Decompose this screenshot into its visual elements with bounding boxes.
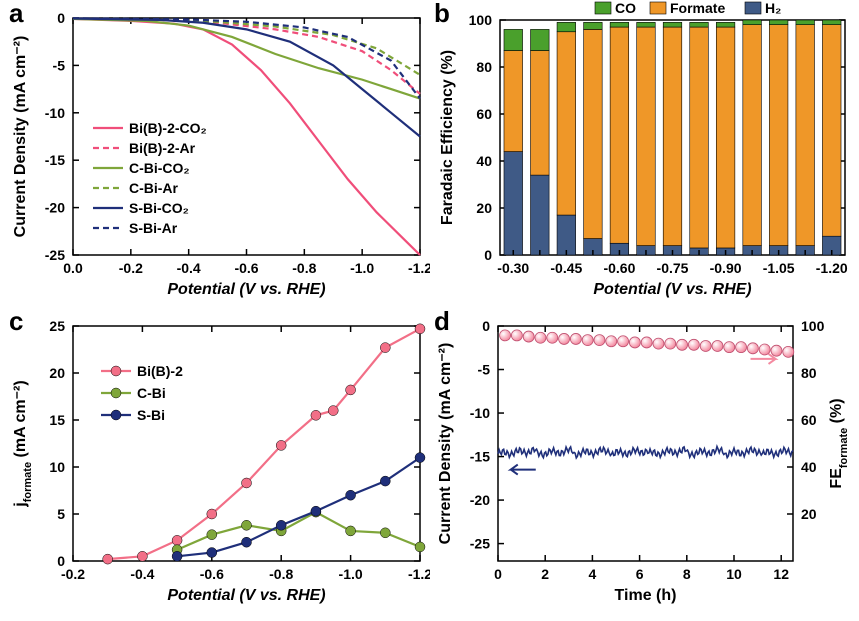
svg-text:-0.4: -0.4 (177, 260, 201, 276)
svg-text:Potential (V vs. RHE): Potential (V vs. RHE) (167, 281, 325, 298)
svg-text:40: 40 (801, 459, 817, 475)
svg-text:20: 20 (476, 200, 492, 216)
svg-text:-20: -20 (45, 200, 65, 216)
svg-text:-1.05: -1.05 (763, 260, 795, 276)
svg-text:S-Bi-Ar: S-Bi-Ar (129, 220, 178, 236)
svg-text:C-Bi-CO₂: C-Bi-CO₂ (129, 160, 190, 176)
svg-text:Potential (V vs. RHE): Potential (V vs. RHE) (167, 587, 325, 604)
svg-text:0: 0 (57, 10, 65, 26)
svg-text:Time (h): Time (h) (615, 587, 677, 604)
svg-text:-1.2: -1.2 (408, 260, 430, 276)
svg-text:-25: -25 (45, 247, 65, 263)
svg-text:Faradaic Efficiency (%): Faradaic Efficiency (%) (439, 50, 456, 225)
svg-text:80: 80 (801, 365, 817, 381)
svg-text:jformate (mA cm⁻²): jformate (mA cm⁻²) (12, 380, 34, 507)
svg-text:Current Density (mA cm⁻²): Current Density (mA cm⁻²) (12, 36, 29, 238)
svg-text:6: 6 (636, 566, 644, 582)
svg-text:25: 25 (49, 318, 65, 334)
svg-text:H₂: H₂ (765, 0, 781, 16)
svg-text:10: 10 (726, 566, 742, 582)
svg-text:S-Bi-CO₂: S-Bi-CO₂ (129, 200, 189, 216)
svg-text:CO: CO (615, 0, 636, 16)
svg-text:100: 100 (801, 318, 825, 334)
svg-text:0: 0 (484, 247, 492, 263)
svg-text:-0.8: -0.8 (269, 566, 293, 582)
svg-text:60: 60 (476, 106, 492, 122)
svg-text:-0.90: -0.90 (710, 260, 742, 276)
svg-text:-10: -10 (470, 405, 490, 421)
panel-d-label: d (434, 306, 450, 337)
svg-text:-10: -10 (45, 105, 65, 121)
svg-text:10: 10 (49, 459, 65, 475)
panel-d: d 0 2 4 6 8 10 12 0 -5 -10 -15 -20 -25 20 40 60 80 100 Tim… (430, 308, 855, 616)
svg-text:C-Bi: C-Bi (137, 385, 166, 401)
svg-text:15: 15 (49, 412, 65, 428)
chart-b: 0 20 40 60 80 100 -0.30 -0.45 -0.60 -0.75 -0.90 -1.… (430, 0, 855, 310)
svg-text:0.0: 0.0 (63, 260, 83, 276)
svg-text:100: 100 (469, 12, 493, 28)
svg-text:-0.8: -0.8 (292, 260, 316, 276)
svg-text:-0.30: -0.30 (497, 260, 529, 276)
svg-text:-1.0: -1.0 (339, 566, 363, 582)
svg-text:-5: -5 (53, 57, 66, 73)
svg-text:-0.4: -0.4 (130, 566, 154, 582)
svg-text:-25: -25 (470, 536, 490, 552)
svg-text:0: 0 (494, 566, 502, 582)
svg-text:-1.0: -1.0 (350, 260, 374, 276)
svg-text:2: 2 (541, 566, 549, 582)
svg-text:-1.20: -1.20 (816, 260, 848, 276)
svg-text:-0.6: -0.6 (234, 260, 258, 276)
svg-text:60: 60 (801, 412, 817, 428)
svg-text:S-Bi: S-Bi (137, 407, 165, 423)
svg-text:-0.6: -0.6 (200, 566, 224, 582)
svg-text:FEformate (%): FEformate (%) (828, 398, 850, 488)
panel-a-label: a (9, 0, 23, 29)
svg-text:Bi(B)-2-Ar: Bi(B)-2-Ar (129, 140, 196, 156)
svg-text:-1.2: -1.2 (408, 566, 430, 582)
svg-text:Bi(B)-2: Bi(B)-2 (137, 363, 183, 379)
chart-a: 0.0 -0.2 -0.4 -0.6 -0.8 -1.0 -1.2 0 -5 -10 -15 -20 -… (5, 0, 430, 310)
svg-text:-15: -15 (470, 449, 490, 465)
panel-c-label: c (9, 306, 23, 337)
svg-text:-20: -20 (470, 492, 490, 508)
svg-text:C-Bi-Ar: C-Bi-Ar (129, 180, 179, 196)
svg-text:0: 0 (57, 553, 65, 569)
panel-b: b 0 20 40 60 80 100 -0.30 -0.45 -0.60 -0.75 -0.90 -… (430, 0, 855, 310)
chart-c: -0.2-0.4-0.6-0.8-1.0-1.20510152025Bi(B)-… (5, 308, 430, 616)
panel-a: a 0.0 -0.2 -0.4 -0.6 -0.8 -1.0 -1.2 0 -5 -10 -15 -2… (5, 0, 430, 310)
svg-text:-0.45: -0.45 (550, 260, 582, 276)
panel-b-label: b (434, 0, 450, 29)
svg-text:40: 40 (476, 153, 492, 169)
svg-text:20: 20 (801, 506, 817, 522)
svg-text:Potential (V vs. RHE): Potential (V vs. RHE) (593, 281, 751, 298)
svg-text:-0.75: -0.75 (657, 260, 689, 276)
svg-text:-0.60: -0.60 (603, 260, 635, 276)
chart-d: 0 2 4 6 8 10 12 0 -5 -10 -15 -20 -25 20 40 60 80 100 Time … (430, 308, 855, 616)
svg-text:Formate: Formate (670, 0, 725, 16)
svg-text:12: 12 (773, 566, 789, 582)
svg-text:Bi(B)-2-CO₂: Bi(B)-2-CO₂ (129, 120, 207, 136)
svg-text:8: 8 (683, 566, 691, 582)
svg-text:-5: -5 (478, 362, 491, 378)
panel-c: c -0.2-0.4-0.6-0.8-1.0-1.20510152025Bi(B… (5, 308, 430, 616)
svg-text:4: 4 (589, 566, 597, 582)
svg-text:20: 20 (49, 365, 65, 381)
svg-text:80: 80 (476, 59, 492, 75)
svg-text:0: 0 (482, 318, 490, 334)
svg-text:-0.2: -0.2 (119, 260, 143, 276)
svg-text:Current Density (mA cm⁻²): Current Density (mA cm⁻²) (437, 343, 454, 545)
svg-text:-15: -15 (45, 152, 65, 168)
svg-text:5: 5 (57, 506, 65, 522)
